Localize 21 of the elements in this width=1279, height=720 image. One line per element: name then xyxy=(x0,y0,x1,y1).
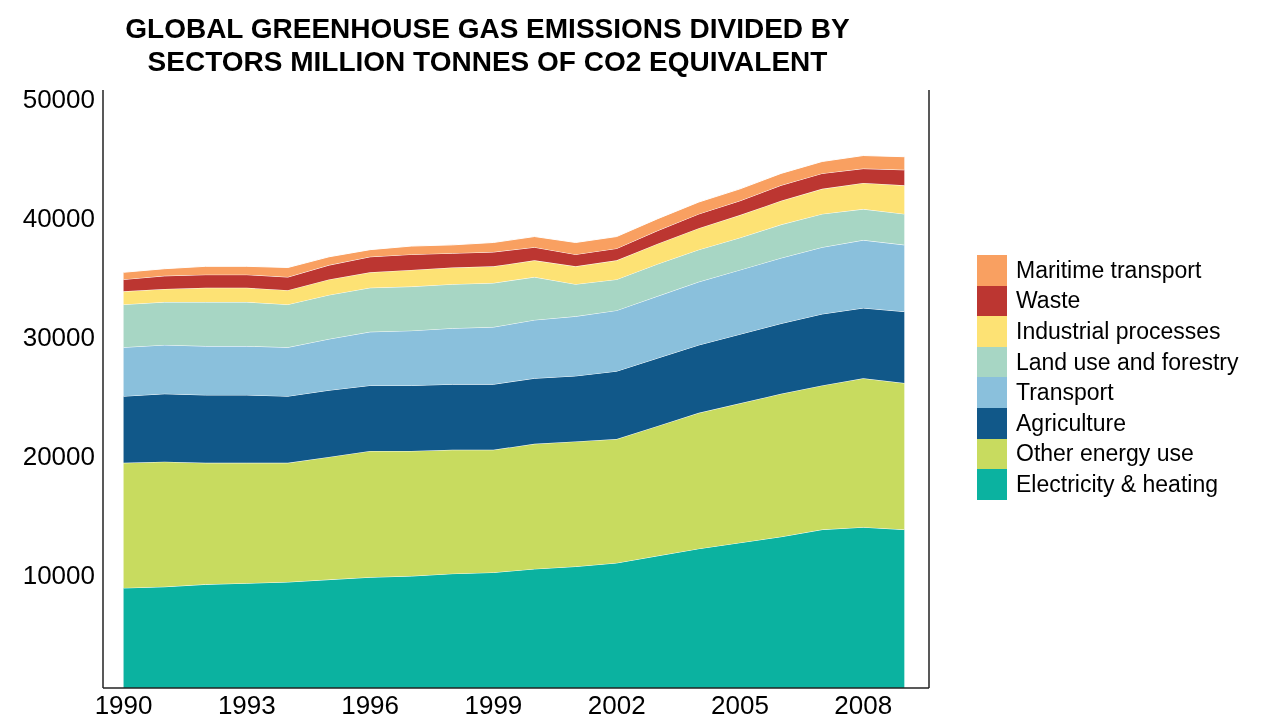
x-tick-label: 1996 xyxy=(341,690,400,720)
legend-label: Transport xyxy=(1016,379,1114,406)
x-tick-label: 2005 xyxy=(711,690,769,720)
x-tick-label: 1990 xyxy=(94,690,153,720)
y-tick-label: 50000 xyxy=(22,83,95,114)
legend-label: Electricity & heating xyxy=(1016,470,1218,497)
y-tick-label: 30000 xyxy=(22,321,95,352)
chart-title: GLOBAL GREENHOUSE GAS EMISSIONS DIVIDED BY SECTORS MILLION TONNES OF CO2 EQUIVALENT xyxy=(125,13,850,77)
legend-label: Industrial processes xyxy=(1016,317,1221,344)
legend-label: Maritime transport xyxy=(1016,256,1202,283)
x-tick-label: 1993 xyxy=(217,690,276,720)
legend-label: Land use and forestry xyxy=(1016,348,1239,375)
legend-label: Agriculture xyxy=(1016,409,1126,436)
y-tick-label: 10000 xyxy=(22,560,95,591)
x-tick-label: 2008 xyxy=(834,690,893,720)
y-tick-label: 20000 xyxy=(22,440,95,471)
x-tick-label: 2002 xyxy=(587,690,646,720)
legend-label: Other energy use xyxy=(1016,440,1194,467)
y-tick-label: 40000 xyxy=(22,202,95,233)
x-tick-label: 1999 xyxy=(464,690,523,720)
legend-label: Waste xyxy=(1016,287,1081,314)
